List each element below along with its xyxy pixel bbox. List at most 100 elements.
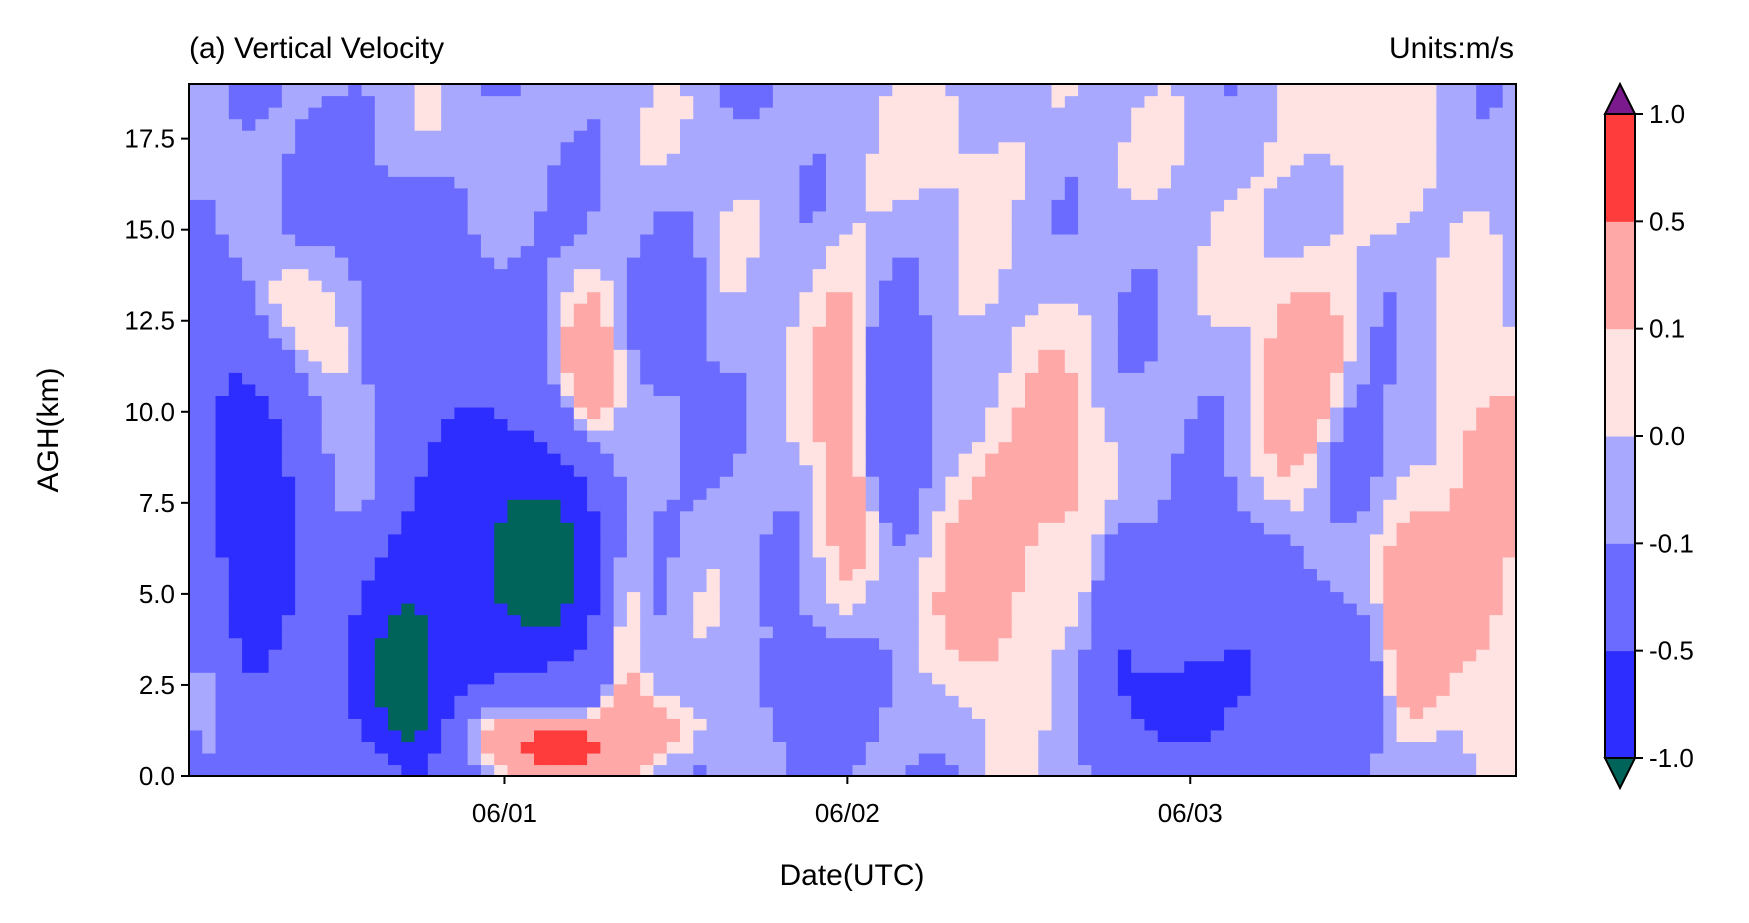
heatmap-cell: [295, 406, 310, 420]
heatmap-cell: [268, 199, 283, 212]
heatmap-cell: [1224, 614, 1238, 627]
heatmap-cell: [746, 487, 761, 500]
heatmap-cell: [587, 441, 601, 454]
heatmap-cell: [321, 199, 336, 212]
heatmap-cell: [852, 591, 867, 604]
heatmap-cell: [427, 614, 442, 627]
heatmap-cell: [242, 418, 256, 431]
heatmap-cell: [1104, 752, 1119, 766]
heatmap-cell: [494, 729, 509, 742]
heatmap-cell: [1250, 603, 1265, 616]
heatmap-cell: [905, 683, 920, 696]
heatmap-cell: [1104, 764, 1119, 776]
heatmap-cell: [892, 695, 907, 708]
heatmap-cell: [1210, 476, 1225, 489]
heatmap-cell: [1117, 718, 1132, 731]
heatmap-cell: [839, 741, 854, 754]
heatmap-cell: [719, 695, 734, 708]
heatmap-cell: [693, 153, 708, 166]
heatmap-cell: [189, 706, 203, 719]
heatmap-cell: [825, 430, 840, 443]
heatmap-cell: [693, 579, 708, 593]
heatmap-cell: [839, 280, 854, 293]
heatmap-cell: [679, 533, 694, 546]
heatmap-cell: [202, 153, 217, 166]
heatmap-cell: [786, 349, 801, 362]
heatmap-cell: [905, 95, 920, 108]
heatmap-cell: [1157, 741, 1172, 754]
heatmap-cell: [932, 614, 946, 627]
heatmap-cell: [1104, 556, 1119, 569]
heatmap-cell: [215, 752, 230, 766]
heatmap-cell: [202, 245, 217, 258]
heatmap-cell: [1025, 556, 1039, 569]
heatmap-cell: [1210, 303, 1225, 316]
heatmap-cell: [573, 349, 588, 362]
heatmap-cell: [812, 130, 827, 143]
heatmap-cell: [560, 187, 575, 200]
heatmap-cell: [985, 326, 1000, 339]
heatmap-cell: [759, 626, 774, 639]
heatmap-cell: [321, 268, 336, 281]
heatmap-cell: [799, 164, 814, 177]
heatmap-cell: [1263, 568, 1278, 581]
heatmap-cell: [334, 672, 349, 685]
heatmap-cell: [1091, 164, 1106, 177]
heatmap-cell: [228, 383, 243, 396]
heatmap-cell: [414, 95, 429, 108]
heatmap-cell: [958, 614, 973, 627]
heatmap-cell: [255, 349, 270, 362]
heatmap-cell: [1104, 464, 1119, 477]
heatmap-cell: [958, 545, 973, 558]
heatmap-cell: [1038, 556, 1053, 569]
heatmap-cell: [454, 741, 469, 754]
heatmap-cell: [361, 729, 376, 742]
heatmap-cell: [1064, 222, 1079, 235]
heatmap-cell: [1131, 729, 1146, 742]
heatmap-cell: [480, 487, 495, 500]
heatmap-cell: [427, 187, 442, 200]
heatmap-cell: [401, 510, 416, 523]
heatmap-cell: [348, 187, 363, 200]
heatmap-cell: [693, 499, 708, 512]
heatmap-cell: [189, 141, 203, 154]
heatmap-cell: [202, 499, 217, 512]
heatmap-cell: [905, 522, 920, 535]
heatmap-cell: [1025, 326, 1039, 339]
heatmap-cell: [202, 107, 217, 120]
heatmap-cell: [414, 556, 429, 569]
heatmap-cell: [879, 141, 893, 154]
heatmap-cell: [1104, 568, 1119, 581]
heatmap-cell: [640, 303, 655, 316]
heatmap-cell: [480, 153, 495, 166]
heatmap-cell: [1170, 257, 1185, 270]
heatmap-cell: [414, 153, 429, 166]
heatmap-cell: [918, 84, 933, 97]
heatmap-cell: [1224, 360, 1238, 373]
heatmap-cell: [1224, 591, 1238, 604]
heatmap-cell: [613, 695, 628, 708]
heatmap-cell: [666, 303, 681, 316]
heatmap-cell: [772, 695, 787, 708]
heatmap-cell: [799, 603, 814, 616]
heatmap-cell: [812, 579, 827, 593]
heatmap-cell: [1263, 533, 1278, 546]
heatmap-cell: [1250, 591, 1265, 604]
heatmap-cell: [932, 164, 946, 177]
heatmap-cell: [255, 337, 270, 350]
heatmap-cell: [348, 453, 363, 466]
heatmap-cell: [825, 326, 840, 339]
heatmap-cell: [825, 257, 840, 270]
heatmap-cell: [626, 337, 641, 350]
heatmap-cell: [998, 130, 1013, 143]
heatmap-cell: [1250, 187, 1265, 200]
heatmap-cell: [1025, 579, 1039, 593]
heatmap-cell: [1117, 568, 1132, 581]
heatmap-cell: [879, 660, 893, 673]
heatmap-cell: [1170, 591, 1185, 604]
heatmap-cell: [626, 487, 641, 500]
heatmap-cell: [228, 199, 243, 212]
heatmap-cell: [573, 303, 588, 316]
heatmap-cell: [189, 718, 203, 731]
heatmap-cell: [361, 683, 376, 696]
